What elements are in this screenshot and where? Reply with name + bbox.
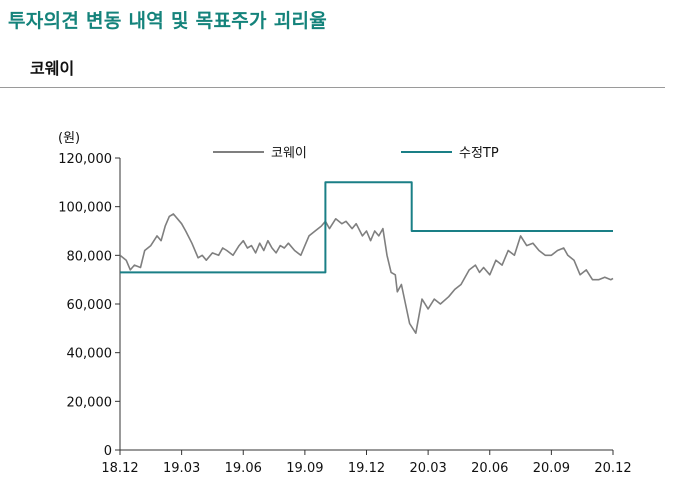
company-name: 코웨이 <box>30 59 75 78</box>
chart-series <box>119 181 614 335</box>
legend-label: 수정TP <box>459 146 499 161</box>
x-tick-label: 19.12 <box>348 461 385 476</box>
legend-label: 코웨이 <box>271 146 307 161</box>
y-tick-labels: 0 20,000 40,000 60,000 80,000 100,000 120,000 <box>58 152 120 459</box>
x-tick-label: 20.06 <box>471 461 508 476</box>
chart-legend: 코웨이 수정TP <box>213 146 499 161</box>
y-tick-label: 100,000 <box>58 201 112 216</box>
y-tick-label: 80,000 <box>67 249 113 264</box>
chart-axes <box>119 158 613 451</box>
x-tick-label: 19.09 <box>286 461 323 476</box>
x-tick-label: 19.06 <box>225 461 262 476</box>
y-tick-label: 60,000 <box>67 298 113 313</box>
x-tick-label: 19.03 <box>163 461 200 476</box>
x-tick-label: 20.09 <box>533 461 570 476</box>
header-divider <box>0 87 665 88</box>
series-line-target-price <box>120 181 613 274</box>
x-tick-label: 18.12 <box>101 461 138 476</box>
y-unit-label: (원) <box>58 131 80 146</box>
series-line-price <box>119 213 614 335</box>
x-tick-labels: 18.12 19.03 19.06 19.09 19.12 20.03 20.06 20.09… <box>101 450 632 476</box>
y-tick-label: 20,000 <box>67 395 113 410</box>
y-tick-label: 120,000 <box>58 152 112 167</box>
x-tick-label: 20.03 <box>410 461 447 476</box>
page-title: 투자의견 변동 내역 및 목표주가 괴리율 <box>8 10 328 32</box>
y-tick-label: 40,000 <box>67 347 113 362</box>
y-tick-label: 0 <box>104 444 112 459</box>
x-tick-label: 20.12 <box>594 461 631 476</box>
